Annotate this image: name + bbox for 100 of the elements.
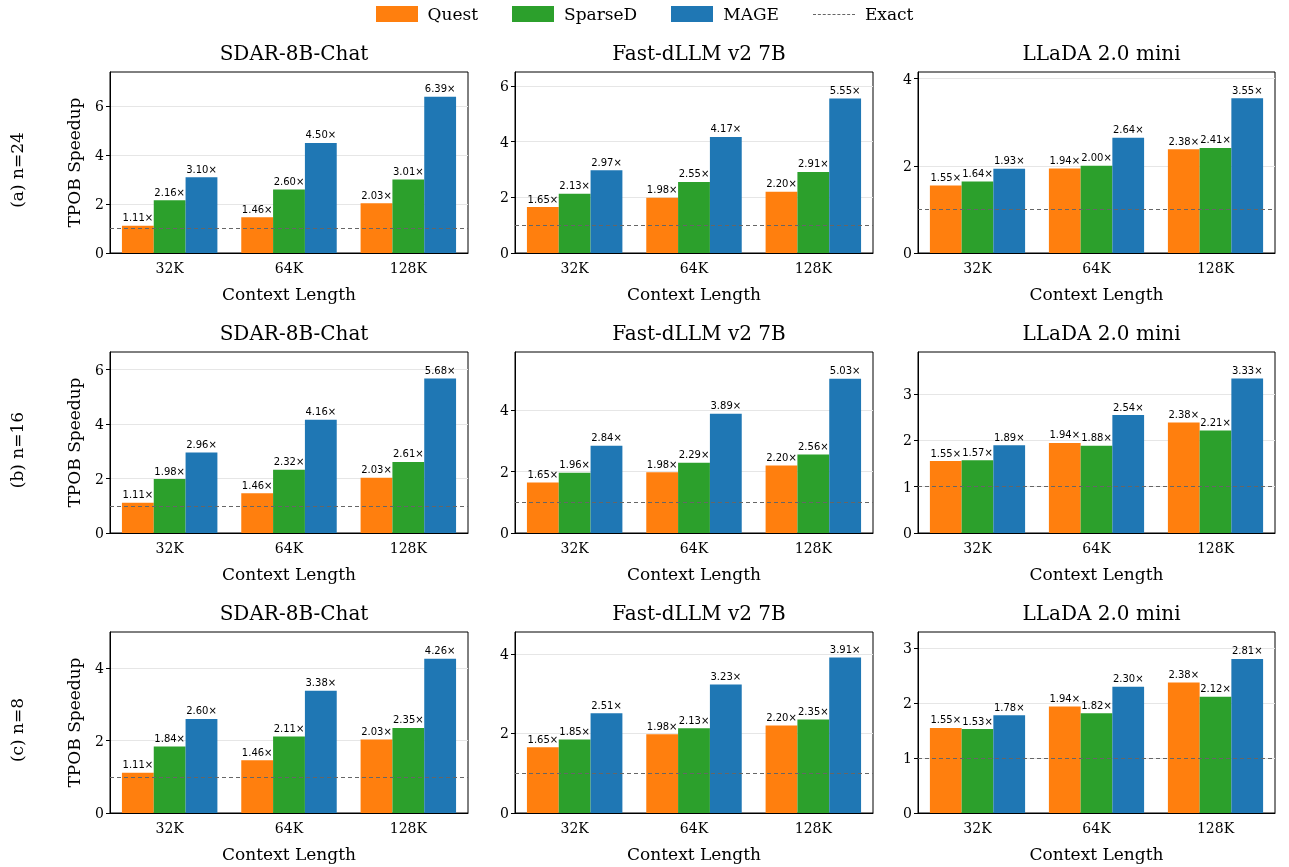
bar [646,734,679,813]
bar [1167,682,1200,813]
chart-title: Fast-dLLM v2 7B [612,601,786,625]
data-label: 2.51× [591,699,622,711]
bar [241,493,274,533]
bar [929,727,962,813]
x-tick-label: 128K [389,260,428,276]
bar [829,98,862,253]
data-label: 2.56× [798,440,829,452]
bar [797,454,830,533]
bar [765,725,798,813]
data-label: 2.16× [154,186,185,198]
data-label: 1.65× [527,733,559,745]
y-tick-label: 0 [95,245,104,261]
bar [304,690,337,813]
x-tick-label: 32K [155,540,185,556]
data-label: 3.23× [710,671,742,683]
data-label: 1.46× [241,746,273,758]
data-label: 2.35× [393,714,424,726]
bar [121,502,154,533]
data-label: 2.20× [766,178,797,190]
x-tick-label: 32K [560,260,590,276]
data-label: 1.57× [962,446,993,458]
data-label: 2.60× [273,175,305,187]
x-axis-title: Context Length [222,283,356,304]
y-tick-label: 0 [500,805,509,821]
data-label: 2.32× [273,456,305,468]
x-tick-label: 64K [679,540,709,556]
bar [829,657,862,813]
bar [241,760,274,813]
y-tick-label: 2 [95,196,104,213]
bar [765,191,798,253]
x-tick-label: 32K [560,820,590,836]
data-label: 2.03× [361,464,392,476]
bar [1112,686,1145,813]
y-tick-label: 2 [903,695,912,712]
y-tick-label: 0 [903,245,912,261]
x-tick-label: 128K [794,260,833,276]
data-label: 2.81× [1231,645,1263,657]
data-label: 5.55× [829,84,861,96]
bar [304,142,337,253]
data-label: 1.46× [241,479,273,491]
x-tick-label: 128K [794,540,833,556]
data-label: 1.94× [1049,429,1081,441]
bar [1167,149,1200,253]
y-tick-label: 4 [500,402,510,419]
data-label: 1.96× [559,459,590,471]
data-label: 2.96× [186,438,217,450]
data-label: 2.29× [678,449,710,461]
y-tick-label: 4 [95,660,105,677]
y-axis-title: TPOB Speedup [63,377,84,508]
data-label: 1.85× [559,725,590,737]
x-tick-label: 64K [679,820,709,836]
data-label: 1.11× [122,212,154,224]
bar [678,462,710,533]
bar [1167,422,1200,533]
bar [646,472,679,533]
x-tick-label: 64K [1082,260,1112,276]
bar [797,719,830,813]
legend-label: MAGE [723,4,779,24]
data-label: 1.65× [527,468,559,480]
bar [1080,445,1113,533]
x-tick-label: 64K [274,260,304,276]
bar [1048,168,1081,253]
data-label: 6.39× [424,83,456,95]
bar [765,465,798,533]
bar [424,96,457,253]
data-label: 2.30× [1112,673,1144,685]
bar [1231,378,1264,533]
x-tick-label: 64K [1082,820,1112,836]
bar [153,200,186,253]
bar [993,715,1026,813]
data-label: 2.64× [1112,124,1144,136]
bar [360,739,393,813]
data-label: 2.91× [798,158,829,170]
y-tick-label: 0 [500,525,509,541]
bar [558,739,591,813]
y-tick-label: 1 [903,750,912,767]
bar [360,203,393,253]
data-label: 1.65× [527,193,559,205]
data-label: 2.13× [678,714,710,726]
data-label: 5.03× [829,365,861,377]
data-label: 1.93× [993,155,1025,167]
data-label: 2.03× [361,726,392,738]
y-tick-label: 0 [95,805,104,821]
text: (c) n=8 [6,697,27,763]
data-label: 4.16× [305,406,337,418]
chart-title: SDAR-8B-Chat [219,321,369,345]
x-tick-label: 32K [963,540,993,556]
bar [961,460,994,533]
y-tick-label: 3 [903,640,912,657]
data-label: 2.20× [766,452,797,464]
y-tick-label: 2 [95,470,104,487]
bar [526,207,559,253]
data-label: 1.11× [122,489,154,501]
x-tick-label: 64K [679,260,709,276]
bar [121,225,154,253]
data-label: 1.94× [1049,154,1081,166]
bar [709,413,742,533]
data-label: 1.98× [646,458,678,470]
